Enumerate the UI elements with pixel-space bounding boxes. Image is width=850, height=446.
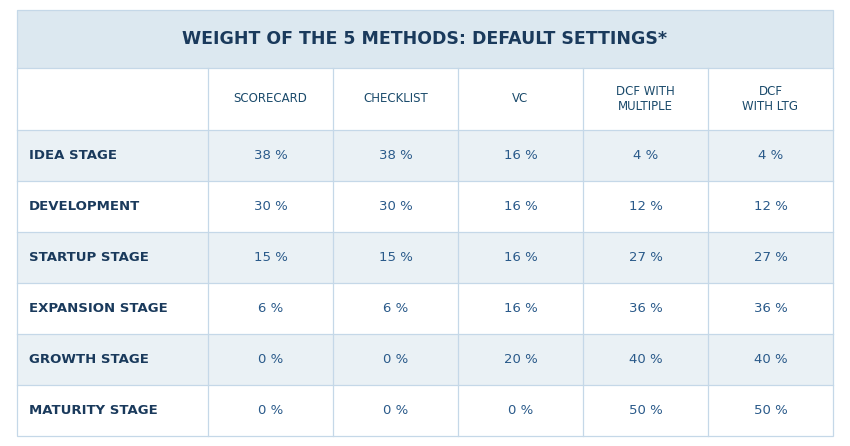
Text: 15 %: 15 %: [378, 251, 412, 264]
Text: 50 %: 50 %: [754, 404, 787, 417]
Text: 0 %: 0 %: [382, 353, 408, 366]
Text: EXPANSION STAGE: EXPANSION STAGE: [29, 302, 167, 315]
Text: 16 %: 16 %: [503, 302, 537, 315]
Text: IDEA STAGE: IDEA STAGE: [29, 149, 117, 162]
Text: 16 %: 16 %: [503, 251, 537, 264]
Text: 38 %: 38 %: [253, 149, 287, 162]
Text: 36 %: 36 %: [754, 302, 787, 315]
Text: 20 %: 20 %: [503, 353, 537, 366]
Text: MATURITY STAGE: MATURITY STAGE: [29, 404, 158, 417]
Text: 38 %: 38 %: [378, 149, 412, 162]
Bar: [17, 130, 833, 181]
Text: 30 %: 30 %: [378, 200, 412, 213]
Text: 4 %: 4 %: [633, 149, 658, 162]
Text: 40 %: 40 %: [754, 353, 787, 366]
Text: 6 %: 6 %: [382, 302, 408, 315]
Text: 16 %: 16 %: [503, 200, 537, 213]
Bar: [17, 283, 833, 334]
Text: DCF
WITH LTG: DCF WITH LTG: [743, 85, 798, 113]
Bar: [17, 334, 833, 385]
Text: 12 %: 12 %: [754, 200, 787, 213]
Text: SCORECARD: SCORECARD: [234, 92, 308, 106]
Text: 16 %: 16 %: [503, 149, 537, 162]
Text: CHECKLIST: CHECKLIST: [363, 92, 428, 106]
Text: 0 %: 0 %: [382, 404, 408, 417]
Text: STARTUP STAGE: STARTUP STAGE: [29, 251, 149, 264]
Bar: [17, 10, 833, 68]
Text: VC: VC: [513, 92, 529, 106]
Text: 30 %: 30 %: [253, 200, 287, 213]
Bar: [17, 181, 833, 232]
Text: 12 %: 12 %: [628, 200, 662, 213]
Text: 4 %: 4 %: [758, 149, 783, 162]
Text: GROWTH STAGE: GROWTH STAGE: [29, 353, 149, 366]
Text: DCF WITH
MULTIPLE: DCF WITH MULTIPLE: [616, 85, 675, 113]
Text: 36 %: 36 %: [629, 302, 662, 315]
Bar: [17, 232, 833, 283]
Text: DEVELOPMENT: DEVELOPMENT: [29, 200, 140, 213]
Bar: [17, 385, 833, 436]
Text: WEIGHT OF THE 5 METHODS: DEFAULT SETTINGS*: WEIGHT OF THE 5 METHODS: DEFAULT SETTING…: [183, 30, 667, 48]
Bar: [17, 68, 833, 130]
Text: 6 %: 6 %: [258, 302, 283, 315]
Text: 27 %: 27 %: [754, 251, 787, 264]
Text: 0 %: 0 %: [258, 353, 283, 366]
Text: 0 %: 0 %: [507, 404, 533, 417]
Text: 0 %: 0 %: [258, 404, 283, 417]
Text: 50 %: 50 %: [629, 404, 662, 417]
Text: 40 %: 40 %: [629, 353, 662, 366]
Text: 15 %: 15 %: [253, 251, 287, 264]
Text: 27 %: 27 %: [628, 251, 662, 264]
